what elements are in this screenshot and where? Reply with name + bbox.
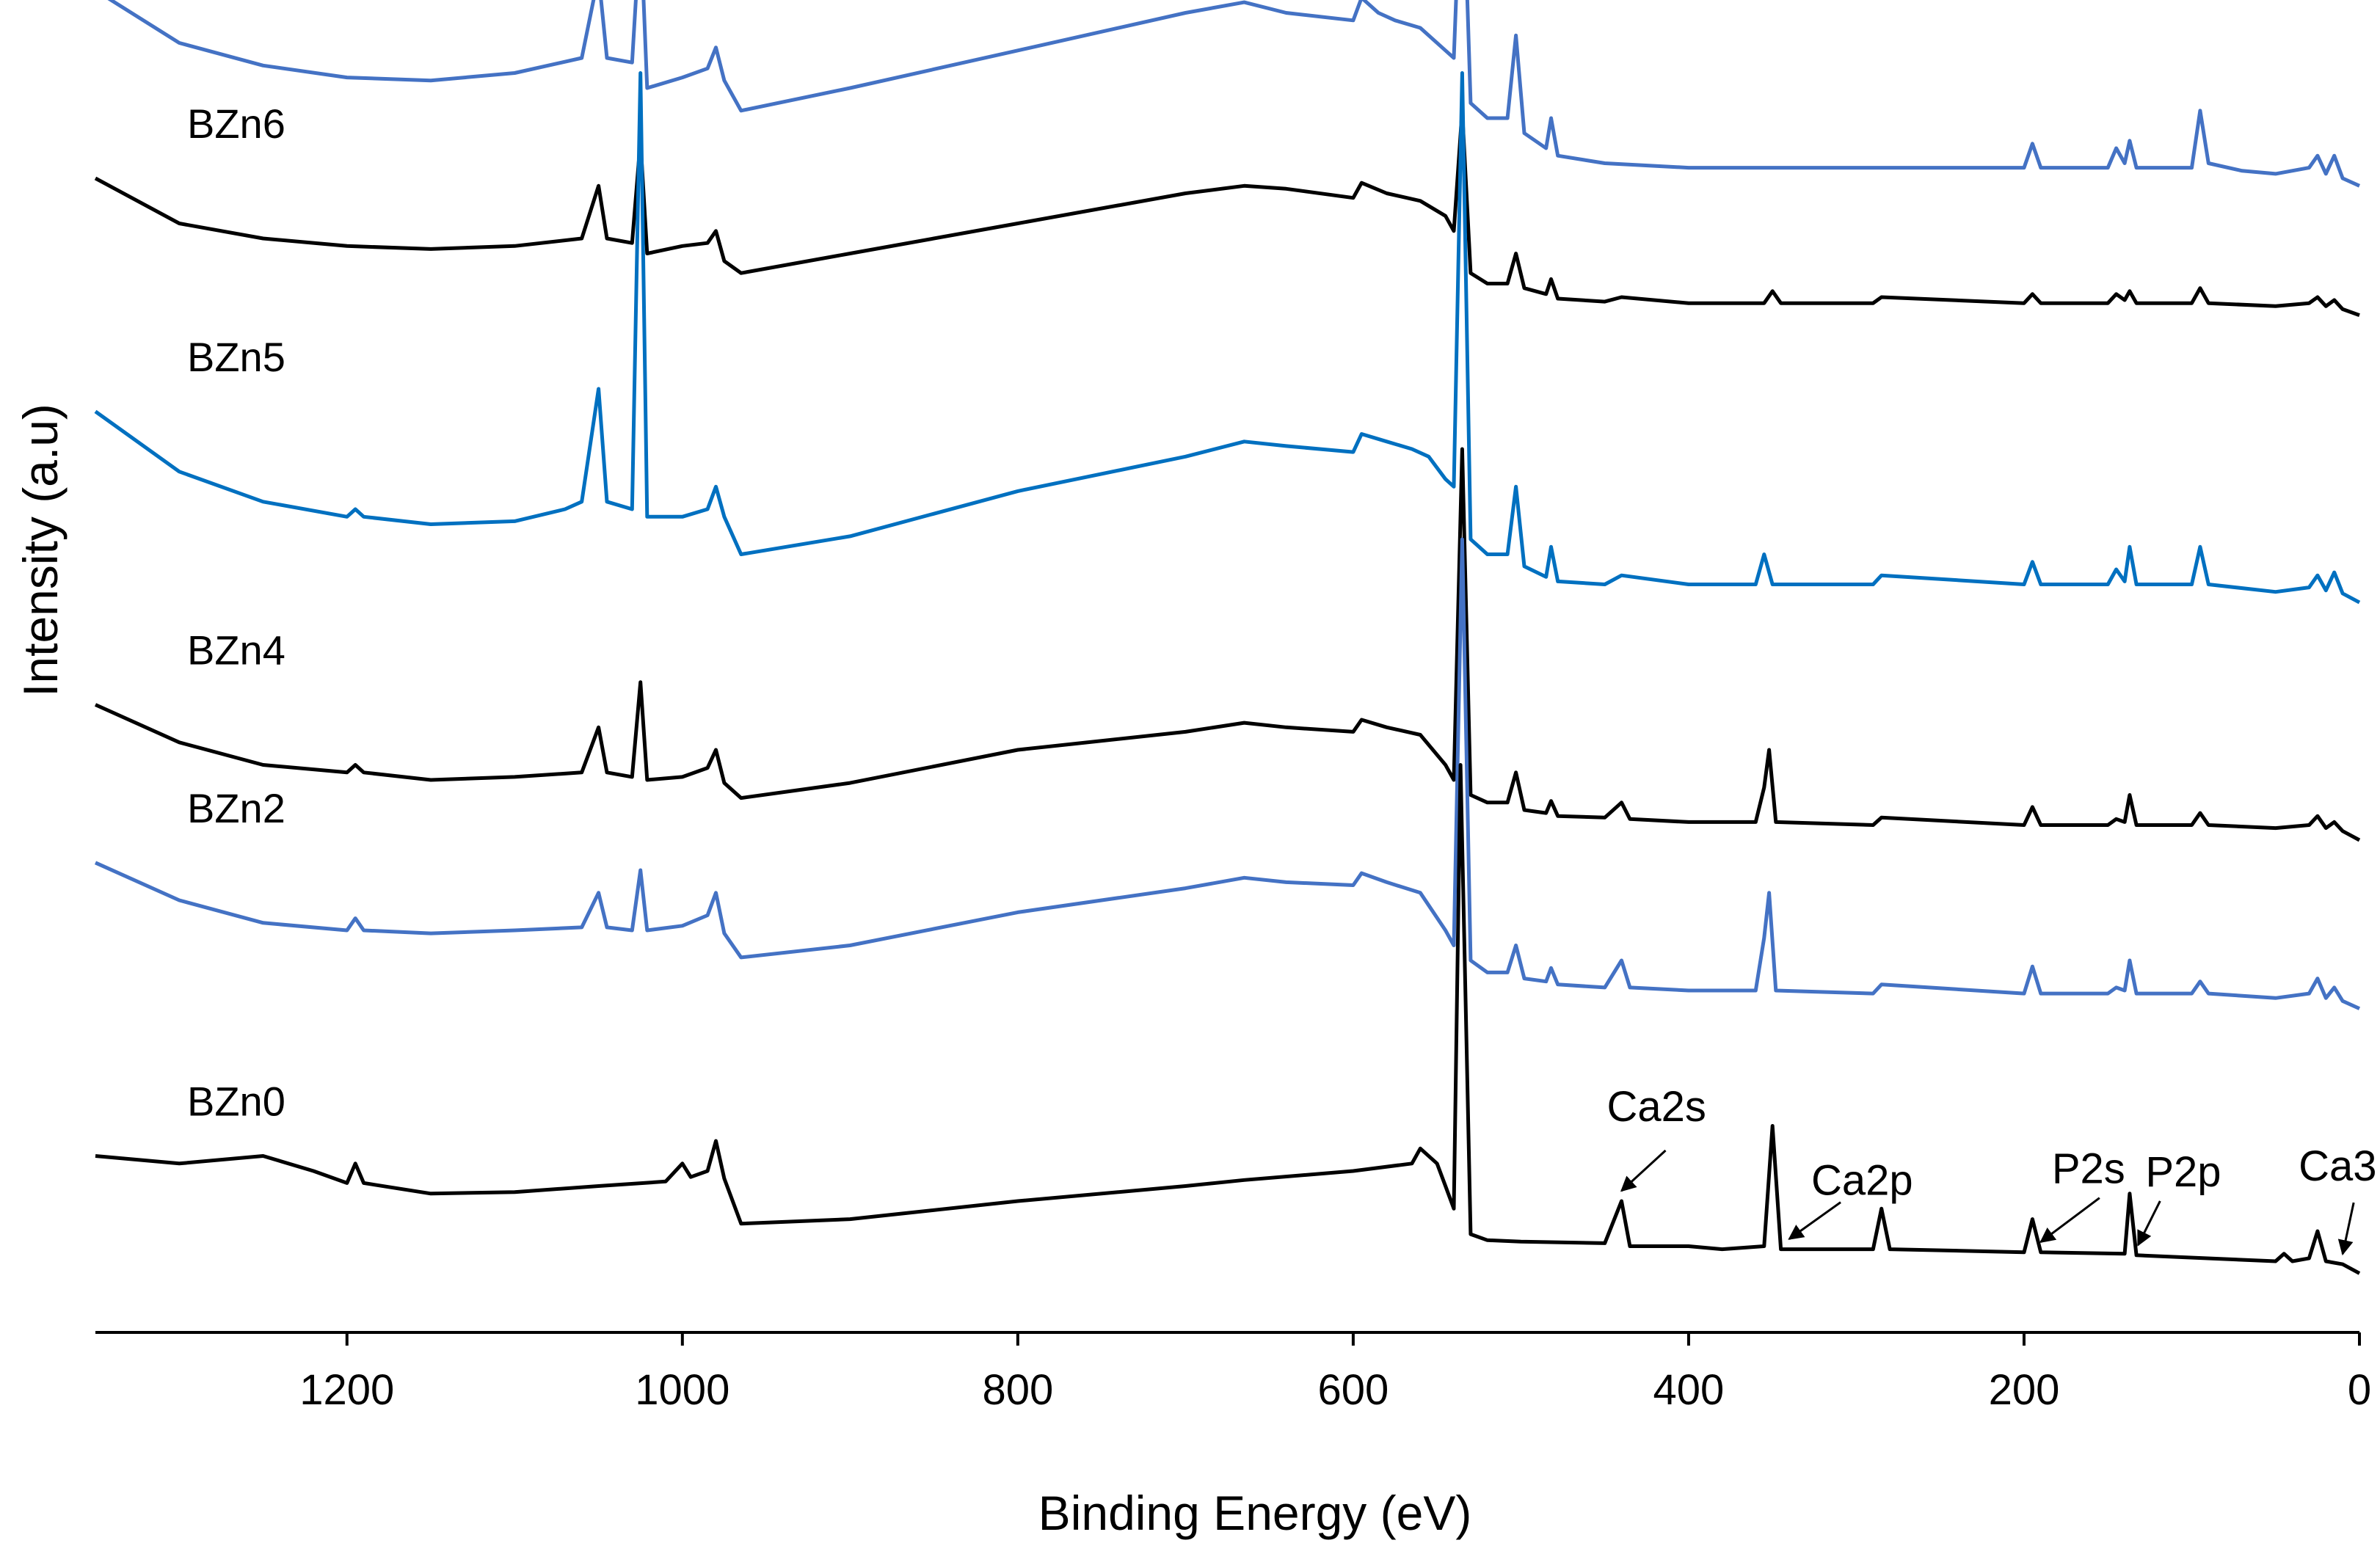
annotation-label-ca2p: Ca2p — [1811, 1157, 1913, 1205]
annotation-layer: Zn2p1Zn2p3Zn AugerO1sZn LMM2Zn AugerZn3S… — [1607, 1083, 2377, 1256]
series-line-bzn5 — [94, 71, 2361, 605]
series-label-layer: BZn10BZn8BZn6BZn5BZn4BZn2BZn0 — [187, 101, 285, 1125]
series-label-bzn2: BZn2 — [187, 785, 285, 831]
y-axis-title: Intensity (a.u) — [13, 404, 68, 697]
series-line-bzn8 — [107, 0, 2361, 188]
annotation-arrow-ca2s — [1620, 1149, 1667, 1192]
x-axis: 1200 1000 800 600 400 200 0 — [95, 1331, 2371, 1414]
series-label-bzn6: BZn6 — [187, 101, 285, 147]
x-tick-label-400: 400 — [1653, 1366, 1725, 1414]
x-tick-label-0: 0 — [2348, 1366, 2371, 1414]
series-line-bzn2 — [94, 537, 2361, 1010]
series-line-bzn6 — [94, 109, 2360, 317]
annotation-label-p2p: P2p — [2145, 1148, 2221, 1196]
series-layer — [94, 0, 2361, 1275]
annotation-label-p2s: P2s — [2052, 1145, 2125, 1193]
series-label-bzn5: BZn5 — [187, 334, 285, 380]
series-line-bzn4 — [94, 447, 2361, 842]
annotation-arrow-p2p — [2137, 1200, 2161, 1247]
annotation-arrow-p2s — [2039, 1197, 2100, 1243]
series-label-bzn0: BZn0 — [187, 1079, 285, 1125]
series-label-bzn4: BZn4 — [187, 627, 285, 674]
x-axis-title: Binding Energy (eV) — [1038, 1486, 1472, 1540]
annotation-arrow-ca3 — [2337, 1202, 2355, 1256]
annotation-label-ca3: Ca3 — [2299, 1142, 2376, 1190]
x-tick-label-600: 600 — [1317, 1366, 1389, 1414]
x-tick-label-800: 800 — [982, 1366, 1053, 1414]
x-tick-label-200: 200 — [1989, 1366, 2060, 1414]
x-tick-label-1000: 1000 — [635, 1366, 729, 1414]
annotation-arrow-ca2p — [1788, 1201, 1841, 1240]
annotation-label-ca2s: Ca2s — [1607, 1083, 1706, 1131]
x-tick-label-1200: 1200 — [299, 1366, 394, 1414]
series-line-bzn0 — [95, 763, 2361, 1275]
